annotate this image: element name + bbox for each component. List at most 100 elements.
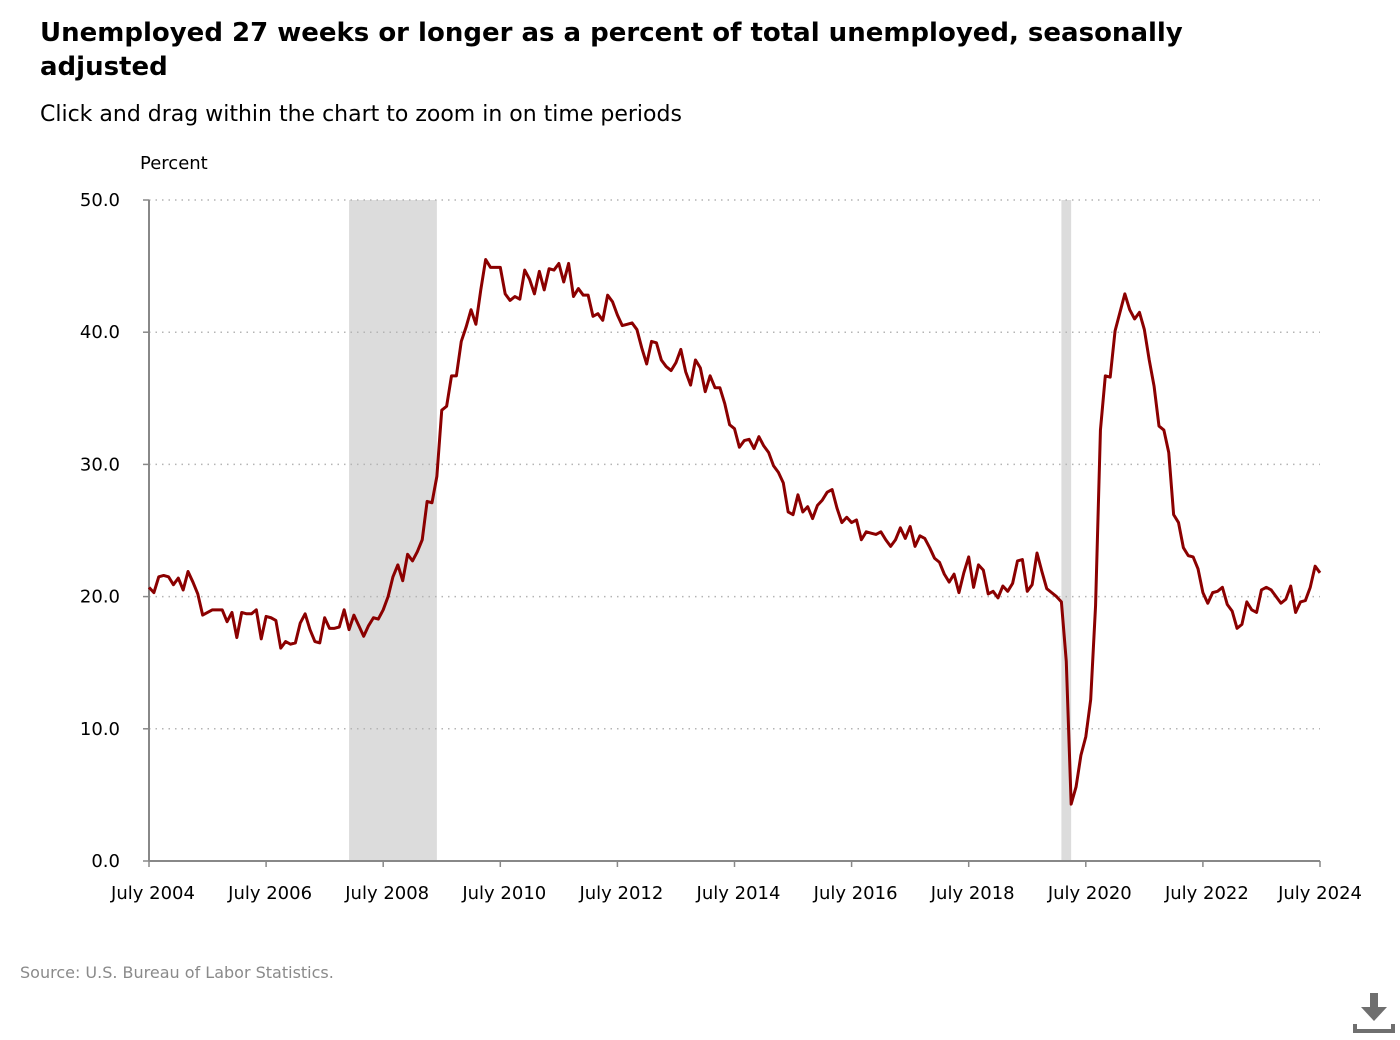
data-point[interactable] [613,311,621,319]
data-point[interactable] [960,569,968,577]
data-point[interactable] [306,626,314,634]
data-point[interactable] [335,623,343,631]
data-point[interactable] [945,578,953,586]
data-point[interactable] [365,622,373,630]
data-point[interactable] [1253,608,1261,616]
data-point[interactable] [599,316,607,324]
data-point[interactable] [418,536,426,544]
data-point[interactable] [770,462,778,470]
data-point[interactable] [1062,657,1070,665]
data-point[interactable] [1204,599,1212,607]
line-chart[interactable]: Percent 0.0 10.0 20.0 30.0 40.0 50.0 July 200… [0,0,1400,950]
data-point[interactable] [1145,356,1153,364]
data-point[interactable] [721,400,729,408]
data-point[interactable] [530,290,538,298]
data-point[interactable] [672,359,680,367]
data-point[interactable] [789,511,797,519]
data-point[interactable] [1131,315,1139,323]
data-point[interactable] [1077,751,1085,759]
data-point[interactable] [701,388,709,396]
data-point[interactable] [696,364,704,372]
data-point[interactable] [394,561,402,569]
data-point[interactable] [940,570,948,578]
data-point[interactable] [228,608,236,616]
data-point[interactable] [970,583,978,591]
data-point[interactable] [901,534,909,542]
data-point[interactable] [350,611,358,619]
data-point[interactable] [906,523,914,531]
data-point[interactable] [296,619,304,627]
data-point[interactable] [399,577,407,585]
data-point[interactable] [150,589,158,597]
data-point[interactable] [355,622,363,630]
data-point[interactable] [584,291,592,299]
data-point[interactable] [257,635,265,643]
data-point[interactable] [682,368,690,376]
data-point[interactable] [535,267,543,275]
data-point[interactable] [360,632,368,640]
data-point[interactable] [413,548,421,556]
data-point[interactable] [765,449,773,457]
data-point[interactable] [809,515,817,523]
data-point[interactable] [526,275,534,283]
data-point[interactable] [1311,562,1319,570]
data-point[interactable] [184,567,192,575]
data-point[interactable] [516,295,524,303]
data-point[interactable] [1189,553,1197,561]
data-point[interactable] [169,581,177,589]
data-point[interactable] [755,433,763,441]
data-point[interactable] [950,570,958,578]
data-point[interactable] [716,384,724,392]
data-point[interactable] [565,259,573,267]
data-point[interactable] [609,298,617,306]
data-point[interactable] [189,578,197,586]
data-point[interactable] [1009,579,1017,587]
data-point[interactable] [379,606,387,614]
data-point[interactable] [1028,581,1036,589]
data-point[interactable] [1292,608,1300,616]
data-point[interactable] [774,468,782,476]
data-point[interactable] [569,293,577,301]
data-point[interactable] [1228,607,1236,615]
data-point[interactable] [1223,601,1231,609]
data-point[interactable] [643,360,651,368]
data-point[interactable] [1067,800,1075,808]
data-point[interactable] [1106,373,1114,381]
data-point[interactable] [921,534,929,542]
data-point[interactable] [389,573,397,581]
data-point[interactable] [1023,587,1031,595]
data-point[interactable] [896,524,904,532]
data-point[interactable] [291,639,299,647]
data-point[interactable] [223,618,231,626]
data-point[interactable] [1267,586,1275,594]
data-point[interactable] [926,544,934,552]
data-point[interactable] [745,435,753,443]
data-point[interactable] [760,442,768,450]
data-point[interactable] [165,573,173,581]
data-point[interactable] [818,496,826,504]
data-point[interactable] [555,259,563,267]
data-point[interactable] [1121,290,1129,298]
data-point[interactable] [467,306,475,314]
data-point[interactable] [628,319,636,327]
data-point[interactable] [521,266,529,274]
data-point[interactable] [633,326,641,334]
data-point[interactable] [482,255,490,263]
data-point[interactable] [174,574,182,582]
data-point[interactable] [550,266,558,274]
data-point[interactable] [1004,587,1012,595]
data-point[interactable] [887,542,895,550]
data-point[interactable] [1282,595,1290,603]
data-point[interactable] [1140,326,1148,334]
data-point[interactable] [979,566,987,574]
data-point[interactable] [1038,567,1046,575]
data-point[interactable] [1194,565,1202,573]
data-point[interactable] [989,587,997,595]
data-point[interactable] [1072,783,1080,791]
data-point[interactable] [1160,426,1168,434]
data-point[interactable] [638,344,646,352]
data-point[interactable] [677,345,685,353]
data-point[interactable] [472,320,480,328]
data-point[interactable] [1082,733,1090,741]
data-point[interactable] [272,616,280,624]
